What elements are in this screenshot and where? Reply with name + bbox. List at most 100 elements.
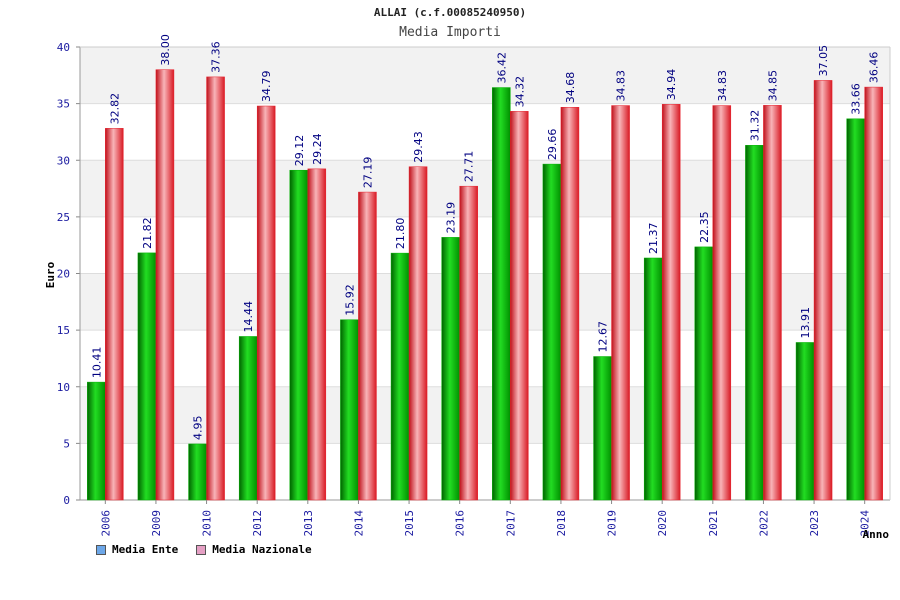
bar-ente-2006 (87, 381, 106, 501)
data-label-nazionale-2016: 27.71 (463, 151, 476, 183)
data-label-ente-2006: 10.41 (90, 347, 103, 379)
legend-item-media-nazionale: Media Nazionale (196, 543, 312, 556)
x-tick-label-2014: 2014 (352, 510, 365, 537)
data-label-nazionale-2023: 37.05 (817, 45, 830, 77)
data-label-nazionale-2021: 34.83 (716, 70, 729, 102)
bar-ente-2012 (238, 336, 258, 501)
x-tick-label-2006: 2006 (99, 510, 112, 537)
data-label-ente-2020: 21.37 (647, 222, 660, 254)
data-label-ente-2021: 22.35 (698, 211, 711, 243)
bar-nazionale-2016 (459, 185, 478, 501)
data-label-nazionale-2012: 34.79 (260, 71, 273, 103)
x-tick-label-2013: 2013 (302, 510, 315, 537)
bar-nazionale-2014 (358, 191, 377, 501)
x-tick-label-2018: 2018 (555, 510, 568, 537)
bar-ente-2016 (441, 237, 460, 501)
y-tick-label: 15 (57, 324, 70, 337)
bar-nazionale-2013 (307, 168, 327, 501)
bar-nazionale-2012 (256, 105, 276, 501)
y-tick-label: 30 (57, 154, 70, 167)
bar-nazionale-2023 (813, 80, 833, 501)
data-label-ente-2014: 15.92 (343, 284, 356, 316)
x-tick-label-2021: 2021 (707, 510, 720, 537)
legend: Media Ente Media Nazionale (96, 543, 312, 556)
data-label-ente-2022: 31.32 (748, 110, 761, 142)
y-tick-label: 10 (57, 381, 70, 394)
bar-nazionale-2020 (661, 104, 681, 501)
legend-item-media-ente: Media Ente (96, 543, 178, 556)
data-label-nazionale-2017: 34.32 (513, 76, 526, 108)
data-label-nazionale-2022: 34.85 (766, 70, 779, 102)
bar-ente-2015 (390, 252, 410, 501)
bar-ente-2009 (137, 252, 157, 501)
data-label-ente-2010: 4.95 (192, 415, 205, 440)
x-tick-label-2022: 2022 (757, 510, 770, 537)
data-label-ente-2024: 33.66 (850, 83, 863, 115)
bar-ente-2020 (643, 257, 663, 501)
chart-title: ALLAI (c.f.00085240950) (373, 6, 527, 19)
bar-nazionale-2015 (408, 166, 428, 501)
bar-ente-2021 (694, 246, 714, 501)
bar-ente-2024 (846, 118, 865, 501)
data-label-ente-2017: 36.42 (495, 52, 508, 84)
bar-ente-2019 (593, 356, 612, 501)
data-label-nazionale-2024: 36.46 (868, 52, 881, 84)
data-label-ente-2009: 21.82 (141, 217, 154, 249)
data-label-nazionale-2014: 27.19 (361, 157, 374, 189)
x-tick-label-2009: 2009 (150, 510, 163, 537)
data-label-nazionale-2010: 37.36 (210, 41, 223, 73)
data-label-ente-2019: 12.67 (597, 321, 610, 353)
bar-nazionale-2018 (560, 106, 580, 501)
x-tick-label-2017: 2017 (504, 510, 517, 537)
bar-nazionale-2009 (155, 69, 175, 501)
bar-ente-2013 (289, 169, 309, 501)
x-tick-label-2015: 2015 (403, 510, 416, 537)
y-tick-label: 35 (57, 98, 70, 111)
bar-nazionale-2019 (611, 105, 630, 501)
y-tick-label: 40 (57, 41, 70, 54)
bar-nazionale-2010 (206, 76, 225, 501)
y-tick-label: 0 (63, 494, 70, 507)
data-label-nazionale-2018: 34.68 (564, 72, 577, 104)
y-tick-label: 5 (63, 437, 70, 450)
data-label-nazionale-2006: 32.82 (108, 93, 121, 125)
data-label-nazionale-2019: 34.83 (615, 70, 628, 102)
y-tick-label: 25 (57, 211, 70, 224)
bar-ente-2023 (795, 342, 815, 501)
data-label-ente-2015: 21.80 (394, 218, 407, 250)
data-label-ente-2023: 13.91 (799, 307, 812, 339)
bar-nazionale-2024 (864, 86, 883, 501)
legend-swatch-ente (96, 544, 106, 555)
x-tick-label-2024: 2024 (859, 510, 872, 537)
chart-subtitle: Media Importi (399, 25, 501, 40)
data-label-ente-2018: 29.66 (546, 129, 559, 161)
x-axis: 2006 2009 2010 2012 2013 2014 2015 2016 2017 2018… (99, 500, 872, 537)
bar-nazionale-2021 (712, 105, 732, 501)
bar-nazionale-2006 (105, 128, 124, 501)
legend-label-media-nazionale: Media Nazionale (212, 543, 312, 556)
bar-nazionale-2022 (763, 105, 782, 501)
legend-label-media-ente: Media Ente (112, 543, 179, 556)
data-label-nazionale-2015: 29.43 (412, 131, 425, 163)
data-label-nazionale-2020: 34.94 (665, 69, 678, 101)
bar-ente-2010 (188, 443, 207, 501)
x-tick-label-2019: 2019 (606, 510, 619, 537)
data-label-nazionale-2013: 29.24 (311, 133, 324, 165)
x-tick-label-2016: 2016 (454, 510, 467, 537)
bar-ente-2018 (542, 163, 562, 501)
data-label-ente-2013: 29.12 (293, 135, 306, 167)
legend-swatch-nazionale (196, 544, 207, 555)
x-axis-label: Anno (863, 528, 890, 541)
x-tick-label-2023: 2023 (808, 510, 821, 537)
data-label-ente-2012: 14.44 (242, 301, 255, 333)
x-tick-label-2012: 2012 (251, 510, 264, 537)
x-tick-label-2020: 2020 (656, 510, 669, 537)
y-tick-label: 20 (57, 268, 70, 281)
bars: 10.41 32.82 21.82 38.00 4.95 37.36 14.44 34.79 2… (87, 34, 883, 501)
bar-ente-2014 (340, 319, 359, 501)
data-label-nazionale-2009: 38.00 (159, 34, 172, 66)
bar-nazionale-2017 (510, 111, 529, 501)
y-axis-label: Euro (44, 261, 57, 288)
